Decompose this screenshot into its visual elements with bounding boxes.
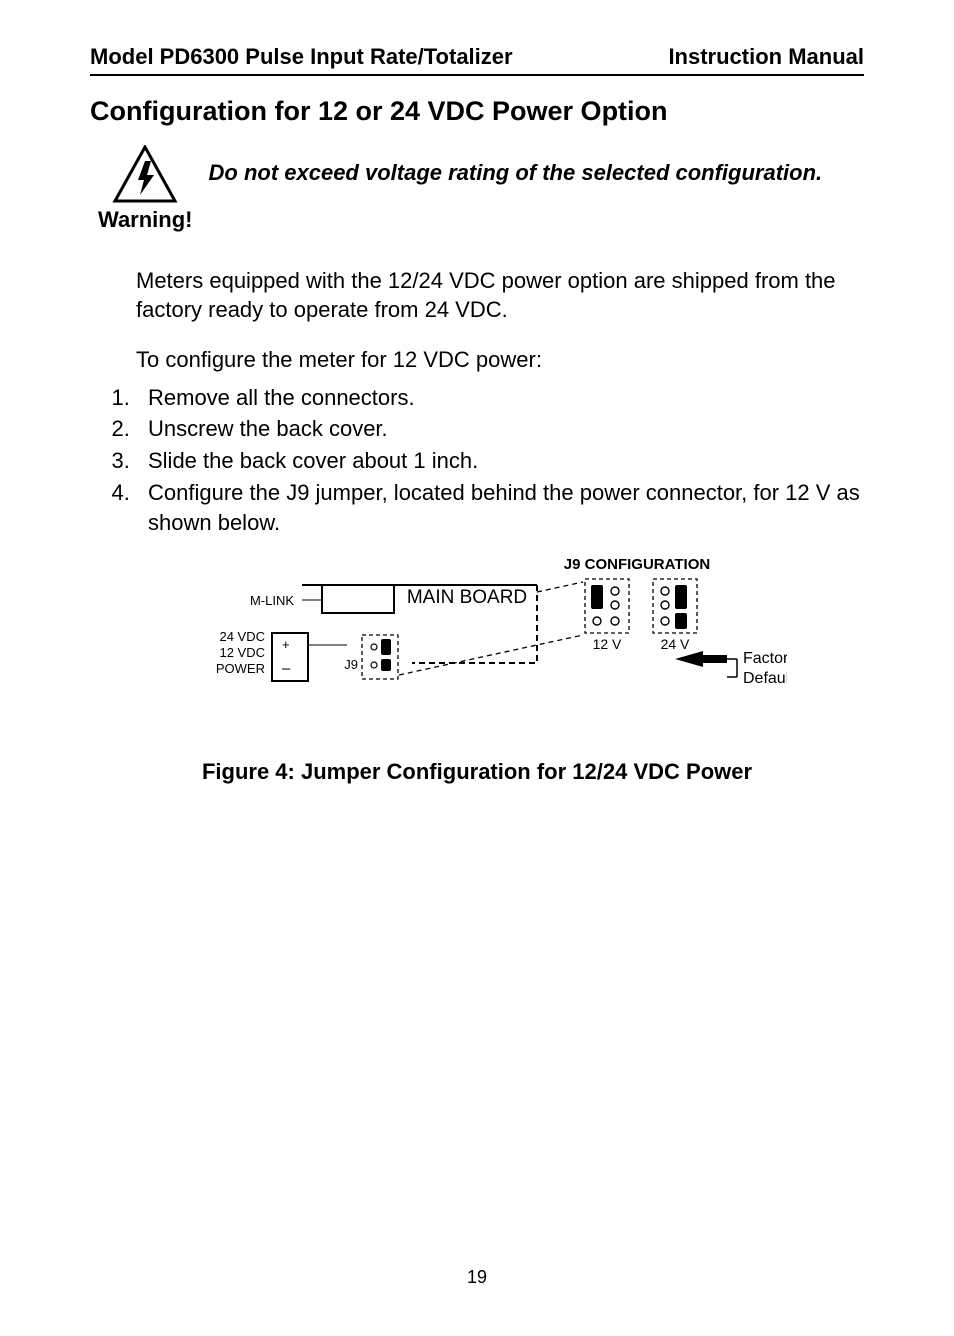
plus-label: + (282, 637, 290, 652)
body-paragraph-2: To configure the meter for 12 VDC power: (136, 346, 864, 375)
mlink-label: M-LINK (250, 593, 294, 608)
label-power: POWER (216, 661, 265, 676)
header-right: Instruction Manual (668, 44, 864, 70)
figure-wrap: J9 CONFIGURATION M-LINK MAIN BOARD + – 2… (90, 555, 864, 735)
steps-list: Remove all the connectors. Unscrew the b… (90, 383, 864, 537)
warning-triangle-icon (111, 145, 179, 205)
jumper-block-12v (591, 585, 603, 609)
body-paragraph-1: Meters equipped with the 12/24 VDC power… (136, 267, 864, 324)
factory-label: Factory (743, 650, 787, 667)
warning-icon-block: Warning! (98, 145, 193, 233)
open-pin (661, 601, 669, 609)
step-item: Unscrew the back cover. (136, 414, 864, 444)
jumper-figure: J9 CONFIGURATION M-LINK MAIN BOARD + – 2… (167, 555, 787, 735)
jumper-block-24v (675, 585, 687, 609)
j9-label: J9 (344, 657, 358, 672)
factory-arrow-icon (675, 651, 727, 667)
j9-onboard-box (362, 635, 398, 679)
mlink-connector (322, 585, 394, 613)
j9-jumper-block (381, 659, 391, 671)
page-header: Model PD6300 Pulse Input Rate/Totalizer … (90, 44, 864, 76)
config-12v-label: 12 V (593, 636, 622, 652)
leader-dash (399, 635, 583, 675)
header-left: Model PD6300 Pulse Input Rate/Totalizer (90, 44, 513, 70)
open-pin (593, 617, 601, 625)
jumper-block-24v (675, 613, 687, 629)
warning-text: Do not exceed voltage rating of the sele… (209, 145, 823, 188)
warning-block: Warning! Do not exceed voltage rating of… (90, 145, 864, 233)
label-12vdc: 12 VDC (219, 645, 265, 660)
config-24v-label: 24 V (661, 636, 690, 652)
open-pin (661, 617, 669, 625)
j9-pin (371, 662, 377, 668)
step-item: Slide the back cover about 1 inch. (136, 446, 864, 476)
page-number: 19 (0, 1267, 954, 1288)
leader-dash (537, 582, 583, 592)
open-pin (661, 587, 669, 595)
section-title: Configuration for 12 or 24 VDC Power Opt… (90, 96, 864, 127)
minus-label: – (282, 660, 291, 677)
j9-pin (371, 644, 377, 650)
default-label: Default (743, 670, 787, 687)
figure-title: J9 CONFIGURATION (564, 556, 710, 573)
label-24vdc: 24 VDC (219, 629, 265, 644)
step-item: Configure the J9 jumper, located behind … (136, 478, 864, 537)
main-board-label: MAIN BOARD (407, 587, 527, 608)
j9-jumper-block (381, 639, 391, 655)
figure-caption: Figure 4: Jumper Configuration for 12/24… (90, 759, 864, 785)
warning-label: Warning! (98, 207, 193, 233)
open-pin (611, 587, 619, 595)
open-pin (611, 617, 619, 625)
open-pin (611, 601, 619, 609)
step-item: Remove all the connectors. (136, 383, 864, 413)
